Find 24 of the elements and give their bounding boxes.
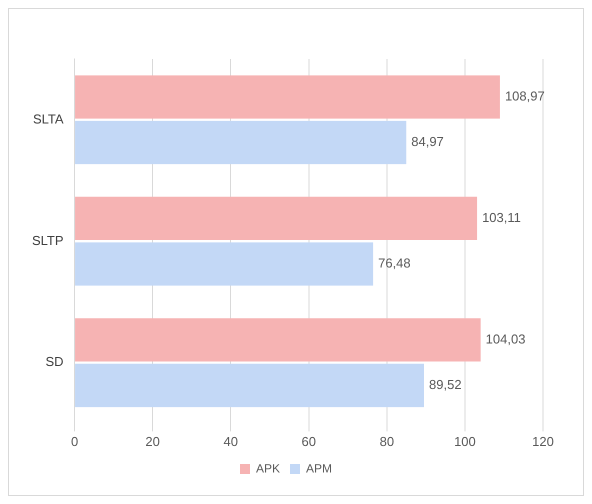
bar <box>75 75 500 119</box>
data-label: 89,52 <box>429 377 462 392</box>
x-tick-label: 100 <box>454 434 476 449</box>
bar <box>75 120 406 164</box>
y-tick-label: SLTA <box>32 111 64 126</box>
data-label: 84,97 <box>411 134 444 150</box>
y-tick-label: SD <box>45 354 64 370</box>
x-tick-label: 60 <box>302 434 316 449</box>
x-tick-label: 20 <box>145 434 160 449</box>
x-tick-label: 80 <box>380 434 394 449</box>
data-label: 76,48 <box>378 256 411 271</box>
bar <box>75 242 374 286</box>
bar <box>75 364 424 408</box>
data-label: 103,11 <box>482 210 521 226</box>
data-label: 104,03 <box>486 331 526 346</box>
bar <box>75 196 478 240</box>
data-label: 108,97 <box>504 88 545 104</box>
legend-label: APM <box>306 461 332 476</box>
x-tick-label: 0 <box>70 434 78 449</box>
x-tick-label: 120 <box>532 434 554 449</box>
legend-label: APK <box>256 461 280 476</box>
bar <box>75 318 481 362</box>
y-tick-label: SLTP <box>32 232 64 248</box>
x-tick-label: 40 <box>223 434 238 449</box>
